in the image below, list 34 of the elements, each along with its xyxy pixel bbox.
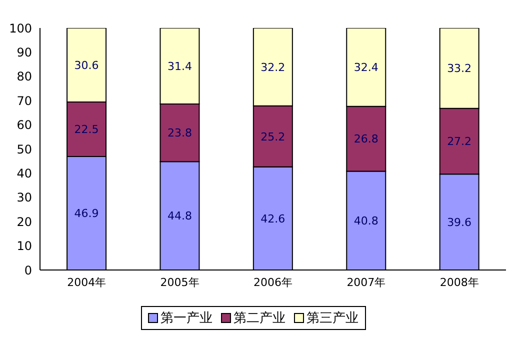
y-tick-label: 60 <box>16 118 32 132</box>
data-label: 22.5 <box>74 123 99 136</box>
x-tick-label: 2005年 <box>160 276 200 289</box>
x-tick-label: 2006年 <box>254 276 292 289</box>
y-tick-label: 10 <box>16 239 32 254</box>
y-tick-label: 100 <box>9 21 32 36</box>
legend-label: 第一产业 <box>160 310 212 327</box>
data-label: 42.6 <box>260 212 286 226</box>
data-label: 30.6 <box>74 58 99 72</box>
y-tick-label: 50 <box>16 142 32 156</box>
data-label: 32.2 <box>260 60 286 74</box>
y-tick-label: 30 <box>16 190 32 205</box>
data-label: 33.2 <box>447 62 472 76</box>
data-label: 44.8 <box>167 210 192 223</box>
x-tick-label: 2008年 <box>440 276 479 289</box>
data-label: 32.4 <box>354 61 378 74</box>
y-tick-label: 0 <box>24 263 32 278</box>
data-label: 27.2 <box>447 135 472 148</box>
x-tick-label: 2004年 <box>67 276 106 289</box>
y-tick-label: 40 <box>16 166 32 180</box>
data-label: 46.9 <box>74 207 99 220</box>
y-tick-label: 80 <box>16 70 32 84</box>
data-label: 23.8 <box>167 126 192 140</box>
data-label: 26.8 <box>354 132 378 146</box>
data-label: 25.2 <box>260 130 286 144</box>
data-label: 40.8 <box>354 214 378 228</box>
data-label: 39.6 <box>447 216 472 229</box>
y-tick-label: 90 <box>16 45 32 60</box>
y-tick-label: 20 <box>16 214 32 229</box>
legend-label: 第二产业 <box>234 310 286 327</box>
data-label: 31.4 <box>167 60 192 73</box>
y-tick-label: 70 <box>16 94 32 108</box>
legend-label: 第三产业 <box>306 310 358 327</box>
x-tick-label: 2007年 <box>346 276 386 289</box>
